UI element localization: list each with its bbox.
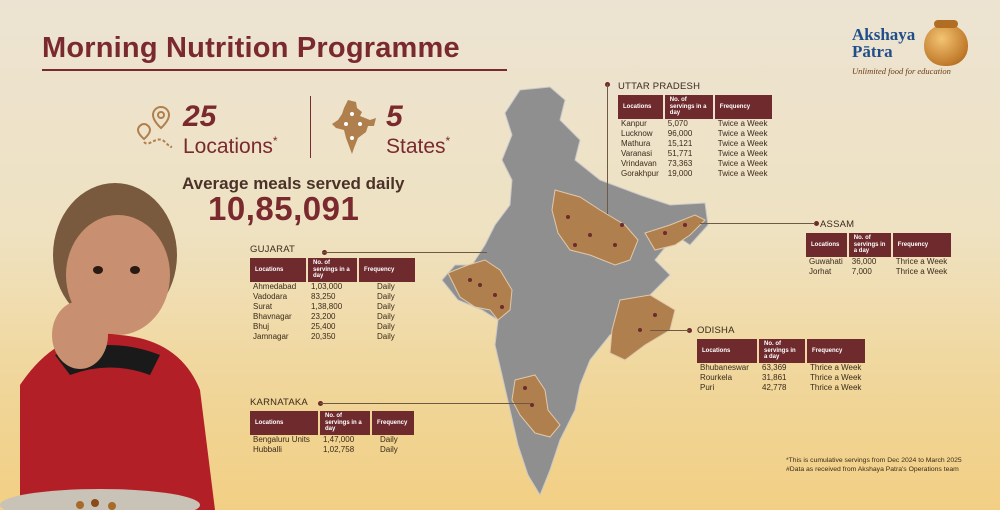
- table-row: Varanasi 51,771 Twice a Week: [621, 148, 768, 158]
- state-name: ASSAM: [820, 219, 855, 230]
- locations-count: 25: [183, 100, 217, 133]
- table-row: Jamnagar 20,350 Daily: [253, 331, 395, 341]
- header-servings: No. of servings in a day: [320, 411, 370, 435]
- header-locations: Locations: [618, 95, 663, 119]
- title-underline: [42, 69, 507, 71]
- header-servings: No. of servings in a day: [664, 95, 713, 119]
- states-count: 5: [386, 100, 403, 133]
- table-row: Jorhat 7,000 Thrice a Week: [809, 266, 948, 276]
- assam-shape: [644, 214, 706, 251]
- header-locations: Locations: [250, 411, 318, 435]
- header-frequency: Frequency: [892, 233, 952, 257]
- states-stat: 5 States*: [330, 96, 480, 162]
- odisha-shape: [609, 294, 676, 361]
- table-row: Bengaluru Units 1,47,000 Daily: [253, 434, 398, 444]
- brand-tagline: Unlimited food for education: [852, 66, 951, 76]
- average-meals-label: Average meals served daily: [182, 174, 405, 193]
- brand-line1: Akshaya: [852, 25, 916, 44]
- india-map: [441, 86, 709, 497]
- assam-table: ASSAM Locations No. of servings in a day…: [806, 219, 953, 277]
- pot-icon: [924, 20, 968, 66]
- header-servings: No. of servings in a day: [308, 258, 357, 282]
- table-row: Ahmedabad 1,03,000 Daily: [253, 281, 395, 291]
- header-frequency: Frequency: [359, 258, 415, 282]
- uttar-pradesh-table: UTTAR PRADESH Locations No. of servings …: [618, 81, 774, 179]
- brand-line2: Pātra: [852, 42, 893, 61]
- akshaya-patra-logo: Akshaya Pātra Unlimited food for educati…: [852, 20, 970, 82]
- header-locations: Locations: [250, 258, 306, 282]
- header-locations: Locations: [697, 339, 757, 363]
- assam-connector: [700, 223, 815, 224]
- state-name: GUJARAT: [250, 244, 296, 255]
- gujarat-shape: [447, 259, 513, 321]
- brand-name: Akshaya Pātra: [852, 26, 915, 60]
- header-frequency: Frequency: [807, 339, 866, 363]
- odisha-connector: [650, 330, 690, 331]
- locations-stat: 25 Locations*: [135, 96, 305, 162]
- header-frequency: Frequency: [714, 95, 772, 119]
- odisha-table: ODISHA Locations No. of servings in a da…: [697, 325, 867, 393]
- table-row: Mathura 15,121 Twice a Week: [621, 138, 768, 148]
- table-row: Puri 42,778 Thrice a Week: [700, 382, 862, 392]
- karnataka-connector: [320, 403, 530, 404]
- state-name: KARNATAKA: [250, 397, 308, 408]
- karnataka-shape: [511, 374, 561, 438]
- up-connector: [607, 84, 608, 214]
- footnote-line2: #Data as received from Akshaya Patra's O…: [786, 466, 959, 473]
- location-route-icon: [136, 105, 173, 148]
- state-name: ODISHA: [697, 325, 735, 336]
- girl-photo: [0, 183, 215, 510]
- table-row: Bhuj 25,400 Daily: [253, 321, 395, 331]
- table-row: Rourkela 31,861 Thrice a Week: [700, 372, 862, 382]
- table-row: Lucknow 96,000 Twice a Week: [621, 128, 768, 138]
- header-servings: No. of servings in a day: [759, 339, 805, 363]
- table-row: Gorakhpur 19,000 Twice a Week: [621, 168, 768, 178]
- assam-connector-dot: [814, 221, 819, 226]
- gujarat-connector: [322, 252, 487, 253]
- page-title: Morning Nutrition Programme: [42, 32, 460, 64]
- table-row: Kanpur 5,070 Twice a Week: [621, 118, 768, 128]
- table-row: Bhavnagar 23,200 Daily: [253, 311, 395, 321]
- table-row: Vrindavan 73,363 Twice a Week: [621, 158, 768, 168]
- karnataka-table: KARNATAKA Locations No. of servings in a…: [250, 397, 416, 455]
- table-row: Surat 1,38,800 Daily: [253, 301, 395, 311]
- locations-label: Locations*: [183, 134, 278, 158]
- table-row: Bhubaneswar 63,369 Thrice a Week: [700, 362, 862, 372]
- average-meals-value: 10,85,091: [208, 190, 360, 227]
- india-map-icon: [332, 100, 376, 154]
- table-row: Hubballi 1,02,758 Daily: [253, 444, 398, 454]
- footnote-line1: *This is cumulative servings from Dec 20…: [786, 457, 962, 464]
- table-row: Vadodara 83,250 Daily: [253, 291, 395, 301]
- header-servings: No. of servings in a day: [848, 233, 891, 257]
- stats-divider: [310, 96, 311, 158]
- footnote: *This is cumulative servings from Dec 20…: [786, 456, 962, 474]
- states-label: States*: [386, 134, 451, 158]
- state-name: UTTAR PRADESH: [618, 81, 701, 92]
- header-locations: Locations: [806, 233, 847, 257]
- header-frequency: Frequency: [372, 411, 414, 435]
- gujarat-table: GUJARAT Locations No. of servings in a d…: [250, 244, 417, 342]
- table-row: Guwahati 36,000 Thrice a Week: [809, 256, 948, 266]
